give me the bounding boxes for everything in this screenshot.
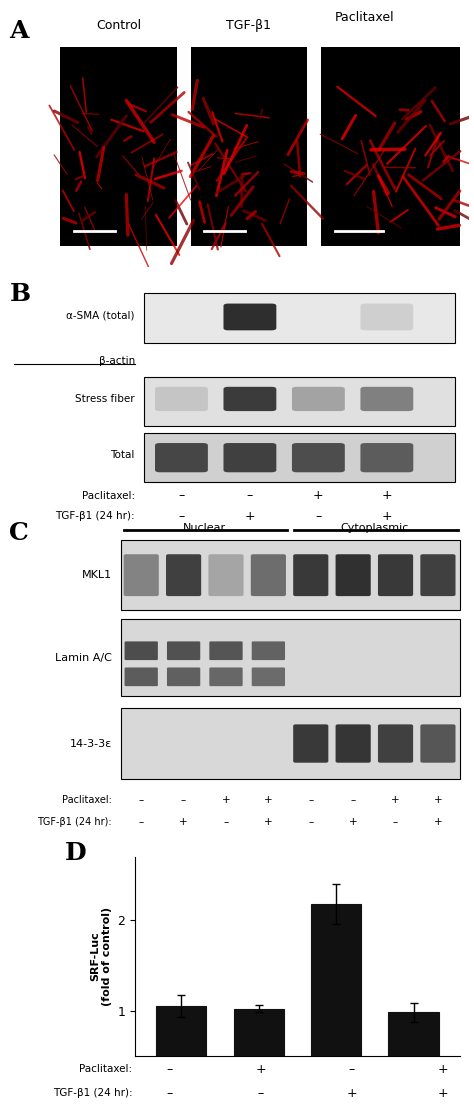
Text: α-SMA (total): α-SMA (total)	[66, 311, 135, 321]
Text: β-actin: β-actin	[99, 356, 135, 366]
FancyBboxPatch shape	[61, 47, 177, 246]
FancyBboxPatch shape	[360, 443, 413, 473]
Text: –: –	[351, 795, 356, 805]
FancyBboxPatch shape	[210, 641, 243, 660]
FancyBboxPatch shape	[252, 668, 285, 686]
FancyBboxPatch shape	[420, 554, 456, 597]
FancyBboxPatch shape	[223, 387, 276, 411]
Text: +: +	[255, 1063, 266, 1076]
FancyBboxPatch shape	[191, 47, 307, 246]
Text: D: D	[65, 841, 87, 864]
Text: +: +	[437, 1063, 448, 1076]
Text: –: –	[308, 795, 313, 805]
FancyBboxPatch shape	[360, 387, 413, 411]
FancyBboxPatch shape	[167, 641, 200, 660]
Text: Paclitaxel: Paclitaxel	[335, 11, 394, 25]
Text: +: +	[264, 795, 273, 805]
FancyBboxPatch shape	[292, 443, 345, 473]
Text: B: B	[9, 282, 30, 307]
FancyBboxPatch shape	[167, 668, 200, 686]
Text: –: –	[257, 1087, 264, 1099]
Text: Lamin A/C: Lamin A/C	[55, 652, 111, 662]
Text: –: –	[393, 817, 398, 826]
Text: –: –	[178, 489, 184, 503]
FancyBboxPatch shape	[210, 668, 243, 686]
Text: –: –	[223, 817, 228, 826]
FancyBboxPatch shape	[360, 303, 413, 330]
FancyBboxPatch shape	[223, 303, 276, 330]
Text: C: C	[9, 521, 29, 545]
Text: Control: Control	[96, 19, 141, 32]
Text: +: +	[346, 1087, 357, 1099]
FancyBboxPatch shape	[166, 554, 201, 597]
Text: –: –	[178, 510, 184, 523]
FancyBboxPatch shape	[378, 554, 413, 597]
Text: Paclitaxel:: Paclitaxel:	[82, 491, 135, 501]
FancyBboxPatch shape	[292, 387, 345, 411]
FancyBboxPatch shape	[336, 554, 371, 597]
Text: +TGF-β1: +TGF-β1	[337, 47, 392, 60]
Text: TGF-β1 (24 hr):: TGF-β1 (24 hr):	[37, 817, 111, 826]
Bar	[144, 433, 456, 483]
FancyBboxPatch shape	[223, 443, 276, 473]
Text: Paclitaxel:: Paclitaxel:	[62, 795, 111, 805]
FancyBboxPatch shape	[155, 387, 208, 411]
Bar	[121, 619, 460, 696]
Text: TGF-β1: TGF-β1	[226, 19, 271, 32]
Text: –: –	[138, 817, 144, 826]
Text: –: –	[181, 795, 186, 805]
Text: +: +	[382, 489, 392, 503]
Text: TGF-β1 (24 hr):: TGF-β1 (24 hr):	[55, 511, 135, 521]
FancyBboxPatch shape	[252, 641, 285, 660]
Bar	[121, 540, 460, 610]
Text: +: +	[382, 510, 392, 523]
Text: TGF-β1 (24 hr):: TGF-β1 (24 hr):	[53, 1088, 132, 1098]
Text: –: –	[315, 510, 321, 523]
Bar	[121, 708, 460, 778]
Text: Paclitaxel:: Paclitaxel:	[79, 1065, 132, 1074]
Text: Nuclear: Nuclear	[183, 523, 227, 533]
Text: –: –	[247, 489, 253, 503]
Text: –: –	[166, 1063, 173, 1076]
Text: +: +	[434, 795, 442, 805]
Bar	[144, 377, 456, 426]
Bar	[144, 293, 456, 343]
FancyBboxPatch shape	[155, 443, 208, 473]
Text: MKL1: MKL1	[82, 570, 111, 580]
Text: +: +	[179, 817, 188, 826]
FancyBboxPatch shape	[125, 641, 158, 660]
FancyBboxPatch shape	[251, 554, 286, 597]
Text: +: +	[245, 510, 255, 523]
Text: –: –	[348, 1063, 355, 1076]
FancyBboxPatch shape	[336, 725, 371, 763]
FancyBboxPatch shape	[293, 554, 328, 597]
FancyBboxPatch shape	[320, 47, 460, 246]
Text: +: +	[349, 817, 357, 826]
Text: +: +	[437, 1087, 448, 1099]
Text: +: +	[391, 795, 400, 805]
FancyBboxPatch shape	[125, 668, 158, 686]
FancyBboxPatch shape	[209, 554, 244, 597]
Text: Total: Total	[110, 450, 135, 460]
Text: –: –	[308, 817, 313, 826]
Text: +: +	[264, 817, 273, 826]
Text: 14-3-3ε: 14-3-3ε	[69, 738, 111, 748]
Text: +: +	[313, 489, 324, 503]
FancyBboxPatch shape	[378, 725, 413, 763]
FancyBboxPatch shape	[124, 554, 159, 597]
Text: –: –	[138, 795, 144, 805]
Text: +: +	[434, 817, 442, 826]
Text: Cytoplasmic: Cytoplasmic	[340, 523, 409, 533]
Text: Stress fiber: Stress fiber	[75, 394, 135, 404]
FancyBboxPatch shape	[293, 725, 328, 763]
Text: A: A	[9, 19, 29, 42]
Text: +: +	[222, 795, 230, 805]
FancyBboxPatch shape	[420, 725, 456, 763]
Text: –: –	[166, 1087, 173, 1099]
